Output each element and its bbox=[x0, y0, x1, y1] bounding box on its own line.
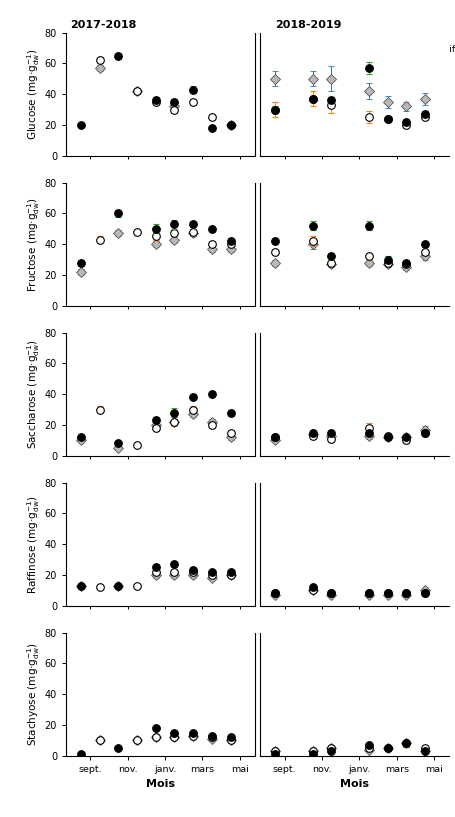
Text: 2018-2019: 2018-2019 bbox=[275, 20, 341, 30]
Legend: Bourgeons floraux, Bourgeons végétatifs, Tige: Bourgeons floraux, Bourgeons végétatifs,… bbox=[349, 33, 455, 67]
Y-axis label: Raffinose (mg·g$_{\mathregular{dw}}^{\mathregular{-1}}$): Raffinose (mg·g$_{\mathregular{dw}}^{\ma… bbox=[25, 495, 42, 593]
Text: 2017-2018: 2017-2018 bbox=[70, 20, 136, 30]
Y-axis label: Saccharose (mg·g$_{\mathregular{dw}}^{\mathregular{-1}}$): Saccharose (mg·g$_{\mathregular{dw}}^{\m… bbox=[25, 339, 42, 449]
X-axis label: Mois: Mois bbox=[146, 779, 175, 789]
X-axis label: Mois: Mois bbox=[339, 779, 369, 789]
Y-axis label: Stachyose (mg·g$_{\mathregular{dw}}^{\mathregular{-1}}$): Stachyose (mg·g$_{\mathregular{dw}}^{\ma… bbox=[25, 642, 42, 746]
Y-axis label: Fructose (mg·g$_{\mathregular{dw}}^{\mathregular{-1}}$): Fructose (mg·g$_{\mathregular{dw}}^{\mat… bbox=[25, 197, 42, 292]
Y-axis label: Glucose (mg·g$_{\mathregular{dw}}^{\mathregular{-1}}$): Glucose (mg·g$_{\mathregular{dw}}^{\math… bbox=[25, 48, 42, 140]
